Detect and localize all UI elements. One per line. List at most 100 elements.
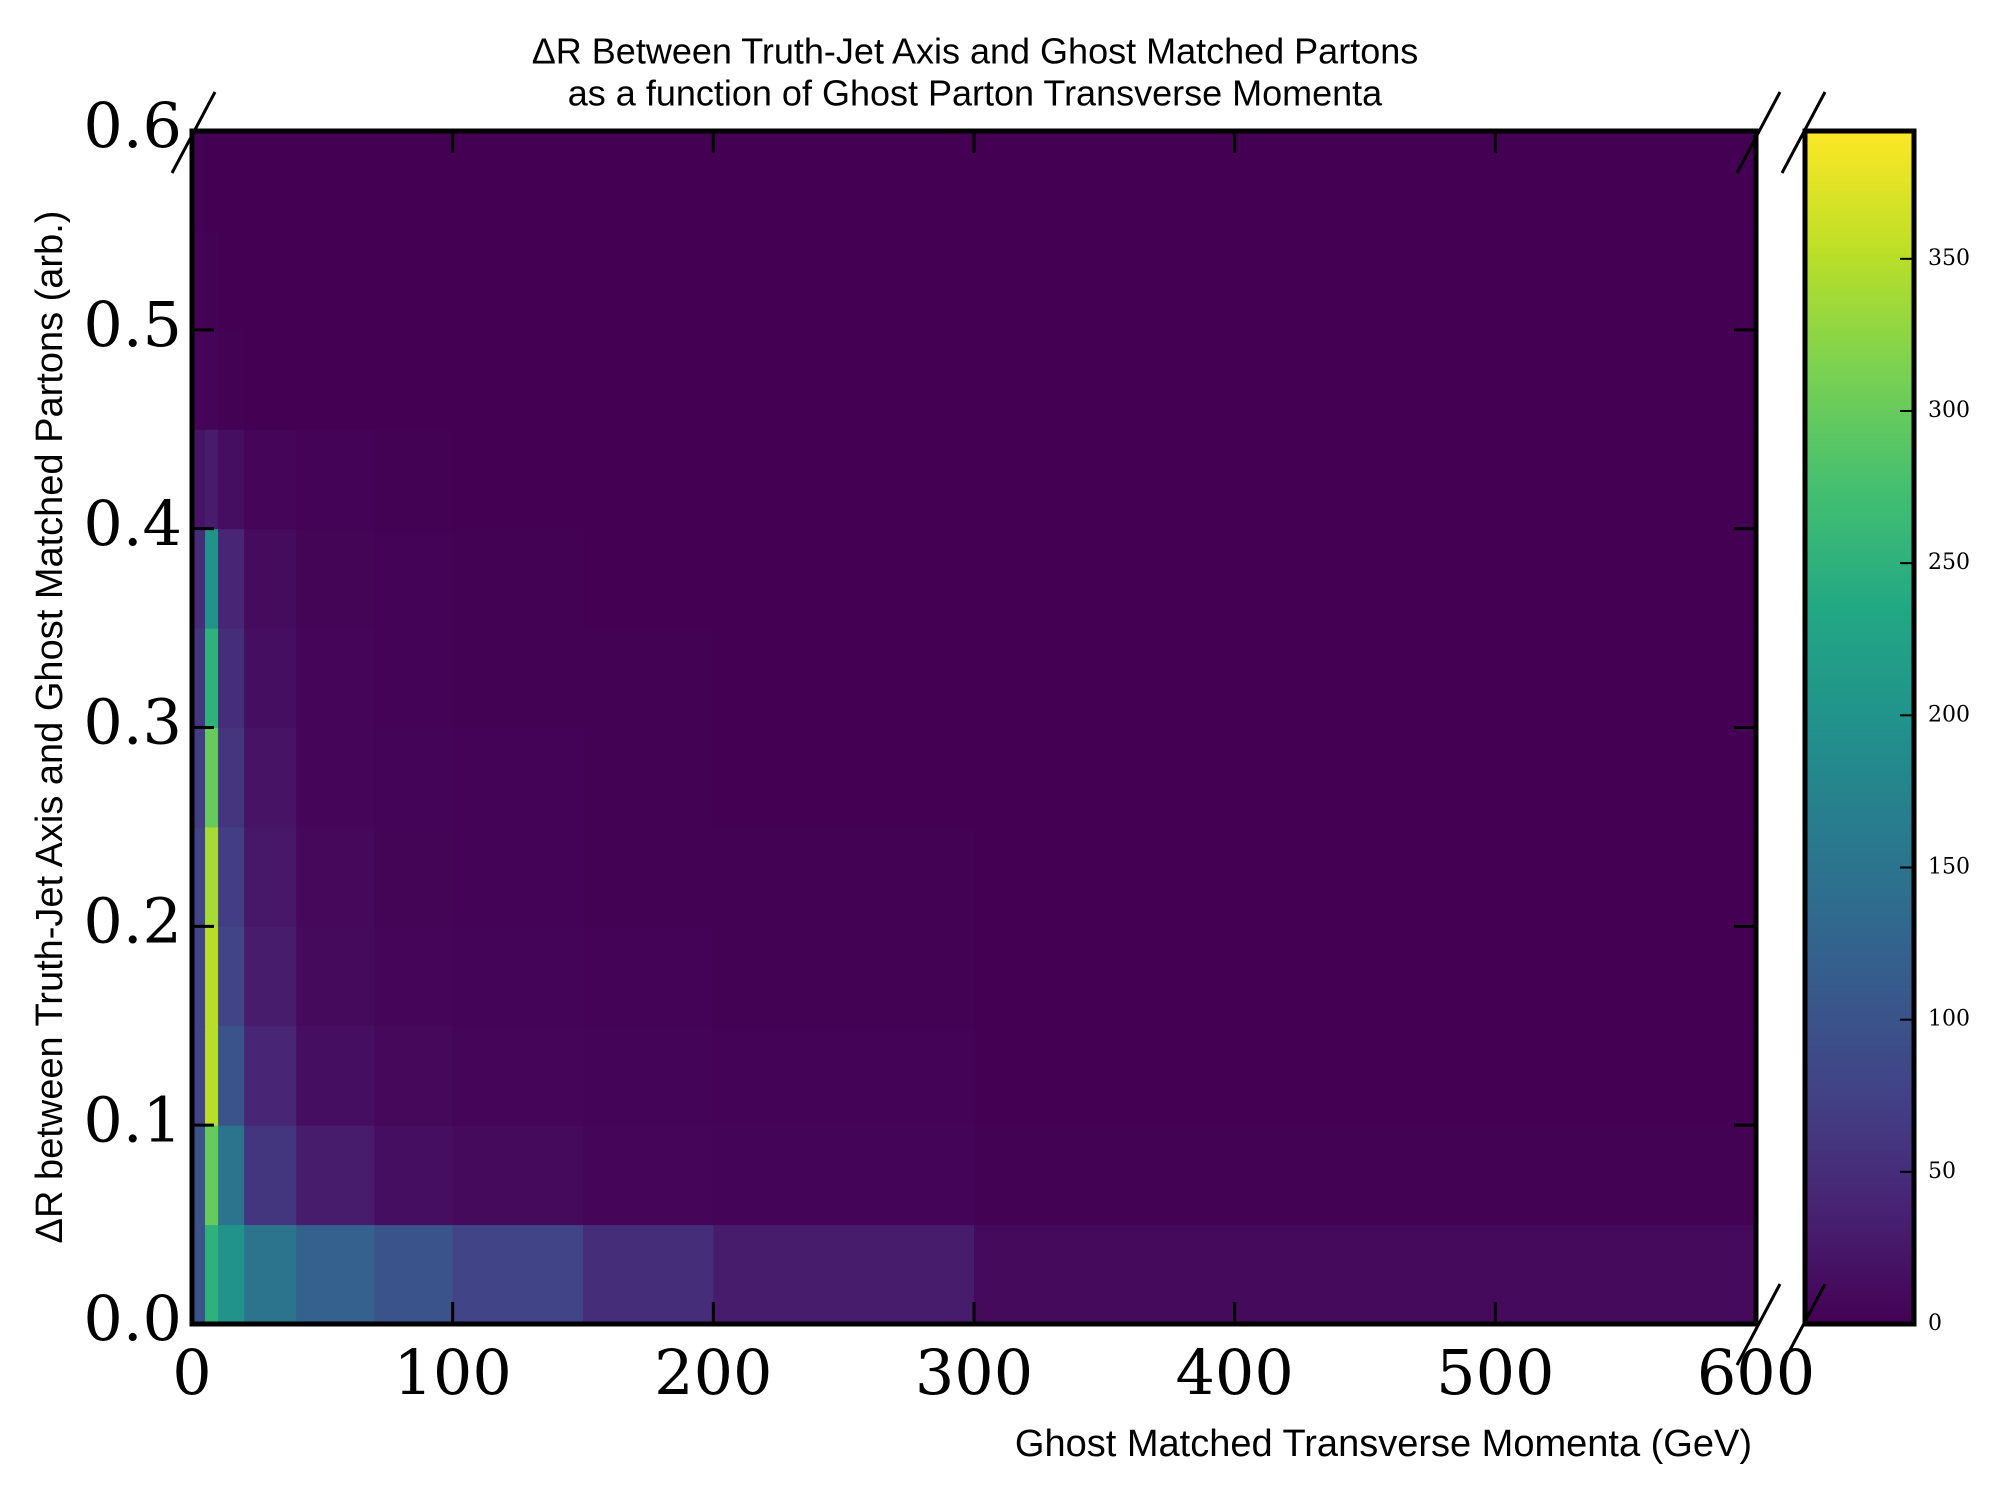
heatmap-cell (192, 1125, 206, 1226)
x-axis-label: Ghost Matched Transverse Momenta (GeV) (1015, 1423, 1752, 1465)
heatmap-cell (713, 826, 975, 927)
heatmap-cell (713, 628, 975, 728)
heatmap-cell (205, 1025, 219, 1126)
heatmap-cell (296, 628, 375, 728)
chart-title: as a function of Ghost Parton Transverse… (568, 73, 1383, 114)
heatmap-cell (713, 1224, 975, 1325)
x-tick-label: 600 (1697, 1336, 1815, 1409)
heatmap-cell (192, 1025, 206, 1126)
heatmap-cell (218, 429, 245, 530)
chart-title: ΔR Between Truth-Jet Axis and Ghost Matc… (532, 31, 1418, 72)
heatmap-cell (244, 826, 297, 927)
heatmap-cell (296, 1224, 375, 1325)
heatmap-cell (713, 1125, 975, 1226)
heatmap-cell (192, 429, 206, 530)
heatmap-cell (218, 329, 245, 430)
heatmap-cell (452, 628, 584, 728)
heatmap-cell (244, 1125, 297, 1226)
colorbar (1805, 131, 1914, 1324)
heatmap-cell (218, 1025, 245, 1126)
heatmap-cell (713, 926, 975, 1027)
heatmap-cell (205, 230, 219, 331)
x-tick-label: 500 (1436, 1336, 1554, 1409)
axis-breaks (170, 91, 1827, 1366)
heatmap-cell (296, 926, 375, 1027)
heatmap-cell (244, 628, 297, 728)
heatmap-cell (974, 131, 1757, 231)
heatmap-cell (244, 1224, 297, 1325)
heatmap-cell (374, 329, 454, 430)
heatmap-cell (452, 826, 584, 927)
x-tick-label: 0 (172, 1336, 211, 1409)
heatmap-cell (713, 131, 975, 231)
heatmap-cell (452, 230, 584, 331)
heatmap-cell (583, 727, 714, 828)
heatmap-cell (244, 329, 297, 430)
heatmap-cell (974, 727, 1757, 828)
heatmap-cell (974, 926, 1757, 1027)
heatmap-cell (218, 230, 245, 331)
colorbar-tick-label: 0 (1928, 1311, 1942, 1336)
heatmap-cell (452, 727, 584, 828)
heatmap-cell (374, 1224, 454, 1325)
y-tick-label: 0.4 (83, 487, 182, 560)
heatmap-cell (974, 429, 1757, 530)
heatmap-cell (192, 230, 206, 331)
heatmap-cell (974, 628, 1757, 728)
heatmap-cell (218, 131, 245, 231)
heatmap-cell (583, 628, 714, 728)
heatmap-cell (218, 926, 245, 1027)
heatmap-cell (452, 1224, 584, 1325)
heatmap-cell (205, 727, 219, 828)
heatmap-cell (583, 926, 714, 1027)
heatmap-cell (713, 329, 975, 430)
heatmap-cell (205, 1224, 219, 1325)
heatmap-cell (244, 528, 297, 629)
heatmap-cell (244, 926, 297, 1027)
y-tick-label: 0.1 (83, 1083, 182, 1156)
heatmap-cell (452, 1125, 584, 1226)
heatmap-cell (974, 1025, 1757, 1126)
heatmap-cell (583, 429, 714, 530)
x-tick-label: 100 (393, 1336, 511, 1409)
heatmap-cell (205, 926, 219, 1027)
heatmap-cell (374, 826, 454, 927)
heatmap-cell (583, 528, 714, 629)
heatmap-cell (192, 1224, 206, 1325)
heatmap-cell (192, 926, 206, 1027)
heatmap-cell (192, 628, 206, 728)
heatmap-cell (374, 926, 454, 1027)
heatmap-cell (713, 1025, 975, 1126)
y-tick-label: 0.3 (83, 686, 182, 759)
colorbar-tick-label: 250 (1928, 550, 1970, 575)
x-tick-label: 200 (654, 1336, 772, 1409)
heatmap-cell (296, 528, 375, 629)
heatmap-cell (374, 230, 454, 331)
heatmap-cell (583, 1025, 714, 1126)
heatmap-cell (974, 230, 1757, 331)
heatmap-cell (583, 1224, 714, 1325)
heatmap-cell (452, 528, 584, 629)
heatmap-cell (452, 926, 584, 1027)
x-tick-label: 400 (1175, 1336, 1293, 1409)
heatmap-cell (205, 329, 219, 430)
heatmap-cell (192, 727, 206, 828)
plot-frame (189, 128, 1759, 1327)
heatmap-cell (192, 329, 206, 430)
heatmap-cell (296, 230, 375, 331)
heatmap-cell (244, 131, 297, 231)
heatmap-cell (974, 1224, 1757, 1325)
heatmap-cell (205, 528, 219, 629)
heatmap-cell (296, 1125, 375, 1226)
y-tick-label: 0.6 (83, 89, 182, 162)
heatmap-cell (218, 528, 245, 629)
heatmap-cell (244, 1025, 297, 1126)
heatmap-cell (583, 131, 714, 231)
heatmap-cell (296, 131, 375, 231)
heatmap-cell (244, 230, 297, 331)
heatmap-cell (205, 1125, 219, 1226)
heatmap-cell (218, 1224, 245, 1325)
x-tick-label: 300 (915, 1336, 1033, 1409)
heatmap-cell (452, 131, 584, 231)
